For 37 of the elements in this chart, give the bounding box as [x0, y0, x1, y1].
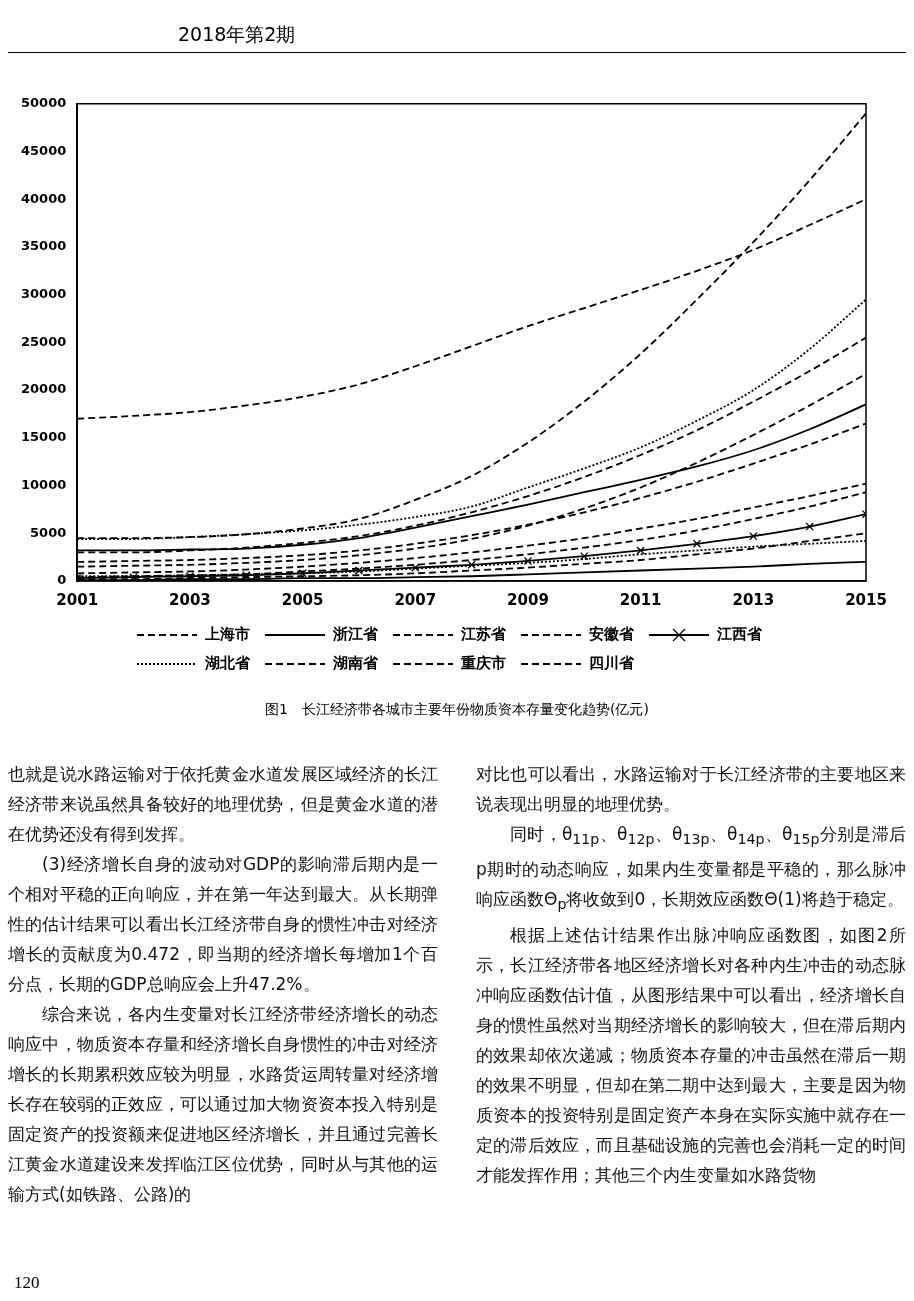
legend-label: 浙江省 — [333, 625, 378, 644]
text: 根据上述估计结果作出脉冲响应函数图，如图2所示，长江经济带各地区经济增长对各种内生冲击的动态脉冲响应函数估计值，从图形结果中可以看出，经济增长自身的惯性虽然对当期经济增长的影响较大，但在滞后期内的效果却依次递减；物质资本存量的冲击虽然在滞后一期的效果不明显，但却在第二期中达到最大，主要是因为物质资本的投资特别是固定资产本身在实际实施中就存在一定的滞后效应，而且基础设施的完善也会消耗一定的时间才能发挥作用；其他三个内生变量如水路货物 — [476, 924, 906, 1185]
text: 2018年第2期 — [8, 8, 906, 53]
y-tick-label: 40000 — [20, 190, 67, 206]
x-tick-label: 2011 — [619, 590, 662, 609]
x-tick-label: 2001 — [56, 590, 99, 609]
x-tick-label: 2015 — [845, 590, 887, 609]
text: (3)经济增长自身的波动对GDP的影响滞后期内是一个相对平稳的正向响应，并在第一年达到最大。从长期弹性的估计结果可以看出长江经济带自身的惯性冲击对经济增长的贡献度为0.472，即当期的经济增长每增加1个百分点，长期的GDP总响应会上升47.2%。 — [8, 853, 438, 996]
legend-label: 四川省 — [589, 654, 634, 673]
text: 对比也可以看出，水路运输对于长江经济带的主要地区来说表现出明显的地理优势。 — [476, 763, 906, 816]
legend-label: 上海市 — [205, 625, 250, 644]
x-tick-label: 2013 — [732, 590, 775, 609]
text: 综合来说，各内生变量对长江经济带经济增长的动态响应中，物质资本存量和经济增长自身惯性的冲击对经济增长的长期累积效应较为明显，水路货运周转量对经济增长存在较弱的正效应，可以通过加大物资资本投入特别是固定资产的投资额来促进地区经济增长，并且通过完善长江黄金水道建设来发挥临江区位优势，同时从与其他的运输方式(如铁路、公路)的 — [8, 1003, 438, 1206]
y-tick-label: 15000 — [20, 429, 67, 445]
legend-label: 江苏省 — [461, 625, 506, 644]
text: 图1 长江经济带各城市主要年份物质资本存量变化趋势(亿元) — [264, 701, 650, 719]
text: 同时，θ$_{11p}$、θ$_{12p}$、θ$_{13p}$、θ$_{14p}$、θ$_{15p}$分别是滞后p期时的动态响应，如果内生变量都是平稳的，那么脉冲响应函数Θ$_{p}$将收敛到0，长期效应函数Θ(1)将趋于稳定。 — [476, 824, 907, 913]
y-tick-label: 30000 — [20, 286, 67, 302]
legend-label: 江西省 — [717, 625, 762, 644]
y-tick-label: 10000 — [20, 476, 67, 492]
legend-label: 安徽省 — [589, 625, 634, 644]
legend-label: 重庆市 — [461, 654, 506, 673]
y-tick-label: 5000 — [30, 524, 67, 540]
y-tick-label: 20000 — [20, 381, 67, 397]
legend-label: 湖北省 — [205, 654, 250, 673]
x-tick-label: 2009 — [507, 590, 549, 609]
y-tick-label: 45000 — [20, 142, 67, 158]
x-tick-label: 2003 — [169, 590, 211, 609]
text: 也就是说水路运输对于依托黄金水道发展区域经济的长江经济带来说虽然具备较好的地理优势，但是黄金水道的潜在优势还没有得到发挥。 — [8, 763, 438, 846]
y-tick-label: 0 — [57, 572, 67, 588]
y-tick-label: 50000 — [20, 95, 67, 111]
text: 120 — [14, 1273, 40, 1293]
x-tick-label: 2005 — [281, 590, 324, 609]
x-tick-label: 2007 — [394, 590, 437, 609]
y-tick-label: 35000 — [20, 238, 67, 254]
y-tick-label: 25000 — [20, 333, 67, 349]
legend-label: 湖南省 — [333, 654, 378, 673]
